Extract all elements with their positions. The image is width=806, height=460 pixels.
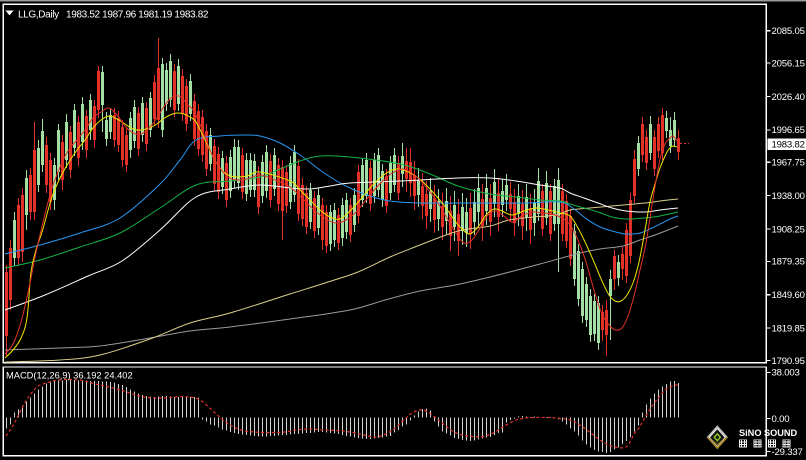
svg-text:LLG,Daily 1983.52 1987.96 19: LLG,Daily 1983.52 1987.96 1981.19 1983.8… [18, 9, 209, 20]
svg-text:0.00: 0.00 [772, 414, 790, 425]
svg-text:SiNO SOUND: SiNO SOUND [739, 428, 798, 438]
svg-text:2085.05: 2085.05 [772, 26, 805, 37]
svg-text:1908.25: 1908.25 [772, 224, 805, 235]
svg-text:2026.40: 2026.40 [772, 92, 805, 103]
svg-text:-29.337: -29.337 [772, 447, 803, 458]
svg-text:1996.65: 1996.65 [772, 125, 805, 136]
svg-text:MACD(12,26,9) 36.192 24.402: MACD(12,26,9) 36.192 24.402 [6, 370, 133, 380]
svg-text:1938.00: 1938.00 [772, 191, 805, 202]
svg-text:1849.60: 1849.60 [772, 290, 805, 301]
svg-text:1879.35: 1879.35 [772, 257, 805, 268]
svg-text:1819.85: 1819.85 [772, 323, 805, 334]
svg-text:2056.15: 2056.15 [772, 59, 805, 70]
svg-text:38.003: 38.003 [772, 368, 800, 379]
svg-text:1967.75: 1967.75 [772, 158, 805, 169]
svg-text:1790.95: 1790.95 [772, 356, 805, 367]
svg-text:1983.82: 1983.82 [772, 140, 805, 151]
